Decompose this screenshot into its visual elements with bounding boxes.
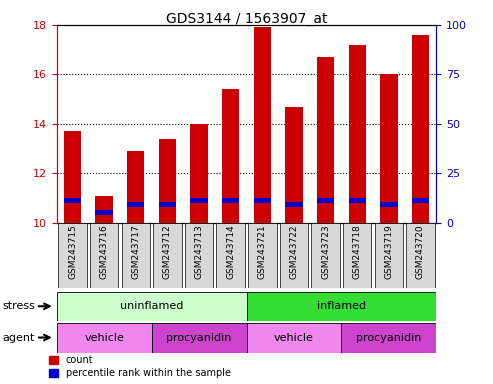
Bar bbox=[380, 202, 397, 207]
Text: vehicle: vehicle bbox=[84, 333, 124, 343]
Bar bbox=[185, 223, 213, 288]
Bar bbox=[153, 223, 181, 288]
Bar bbox=[58, 223, 87, 288]
Bar bbox=[349, 45, 366, 223]
Text: GSM243718: GSM243718 bbox=[352, 224, 362, 279]
Bar bbox=[375, 223, 403, 288]
Bar bbox=[127, 151, 144, 223]
Text: GSM243713: GSM243713 bbox=[195, 224, 204, 279]
Bar bbox=[96, 195, 113, 223]
Bar bbox=[246, 292, 436, 321]
Bar bbox=[222, 198, 240, 203]
Text: GSM243716: GSM243716 bbox=[100, 224, 108, 279]
Text: procyanidin: procyanidin bbox=[356, 333, 422, 343]
Bar bbox=[248, 223, 277, 288]
Text: GDS3144 / 1563907_at: GDS3144 / 1563907_at bbox=[166, 12, 327, 26]
Text: GSM243712: GSM243712 bbox=[163, 224, 172, 279]
Bar bbox=[285, 106, 303, 223]
Bar bbox=[57, 292, 246, 321]
Text: procyanidin: procyanidin bbox=[166, 333, 232, 343]
Bar bbox=[159, 139, 176, 223]
Bar bbox=[341, 323, 436, 353]
Bar bbox=[406, 223, 435, 288]
Bar bbox=[64, 131, 81, 223]
Text: GSM243714: GSM243714 bbox=[226, 224, 235, 279]
Text: GSM243715: GSM243715 bbox=[68, 224, 77, 279]
Bar bbox=[216, 223, 245, 288]
Text: inflamed: inflamed bbox=[317, 301, 366, 311]
Bar bbox=[285, 202, 303, 207]
Text: GSM243722: GSM243722 bbox=[289, 224, 298, 278]
Bar bbox=[246, 323, 341, 353]
Bar bbox=[280, 223, 308, 288]
Bar bbox=[127, 202, 144, 207]
Bar bbox=[380, 74, 397, 223]
Bar bbox=[64, 198, 81, 203]
Text: uninflamed: uninflamed bbox=[120, 301, 183, 311]
Bar bbox=[253, 27, 271, 223]
Bar bbox=[317, 198, 334, 203]
Bar bbox=[222, 89, 240, 223]
Text: GSM243721: GSM243721 bbox=[258, 224, 267, 279]
Bar bbox=[190, 124, 208, 223]
Bar bbox=[343, 223, 371, 288]
Text: agent: agent bbox=[2, 333, 35, 343]
Text: GSM243720: GSM243720 bbox=[416, 224, 425, 279]
Bar bbox=[253, 198, 271, 203]
Bar bbox=[412, 35, 429, 223]
Bar bbox=[122, 223, 150, 288]
Bar bbox=[159, 202, 176, 207]
Bar bbox=[152, 323, 246, 353]
Text: GSM243719: GSM243719 bbox=[385, 224, 393, 279]
Bar bbox=[317, 57, 334, 223]
Bar bbox=[190, 198, 208, 203]
Text: stress: stress bbox=[2, 301, 35, 311]
Text: GSM243723: GSM243723 bbox=[321, 224, 330, 279]
Legend: count, percentile rank within the sample: count, percentile rank within the sample bbox=[49, 356, 231, 378]
Bar bbox=[57, 323, 152, 353]
Bar bbox=[90, 223, 118, 288]
Text: vehicle: vehicle bbox=[274, 333, 314, 343]
Text: GSM243717: GSM243717 bbox=[131, 224, 141, 279]
Bar bbox=[312, 223, 340, 288]
Bar bbox=[349, 198, 366, 203]
Bar bbox=[96, 210, 113, 215]
Bar bbox=[412, 198, 429, 203]
